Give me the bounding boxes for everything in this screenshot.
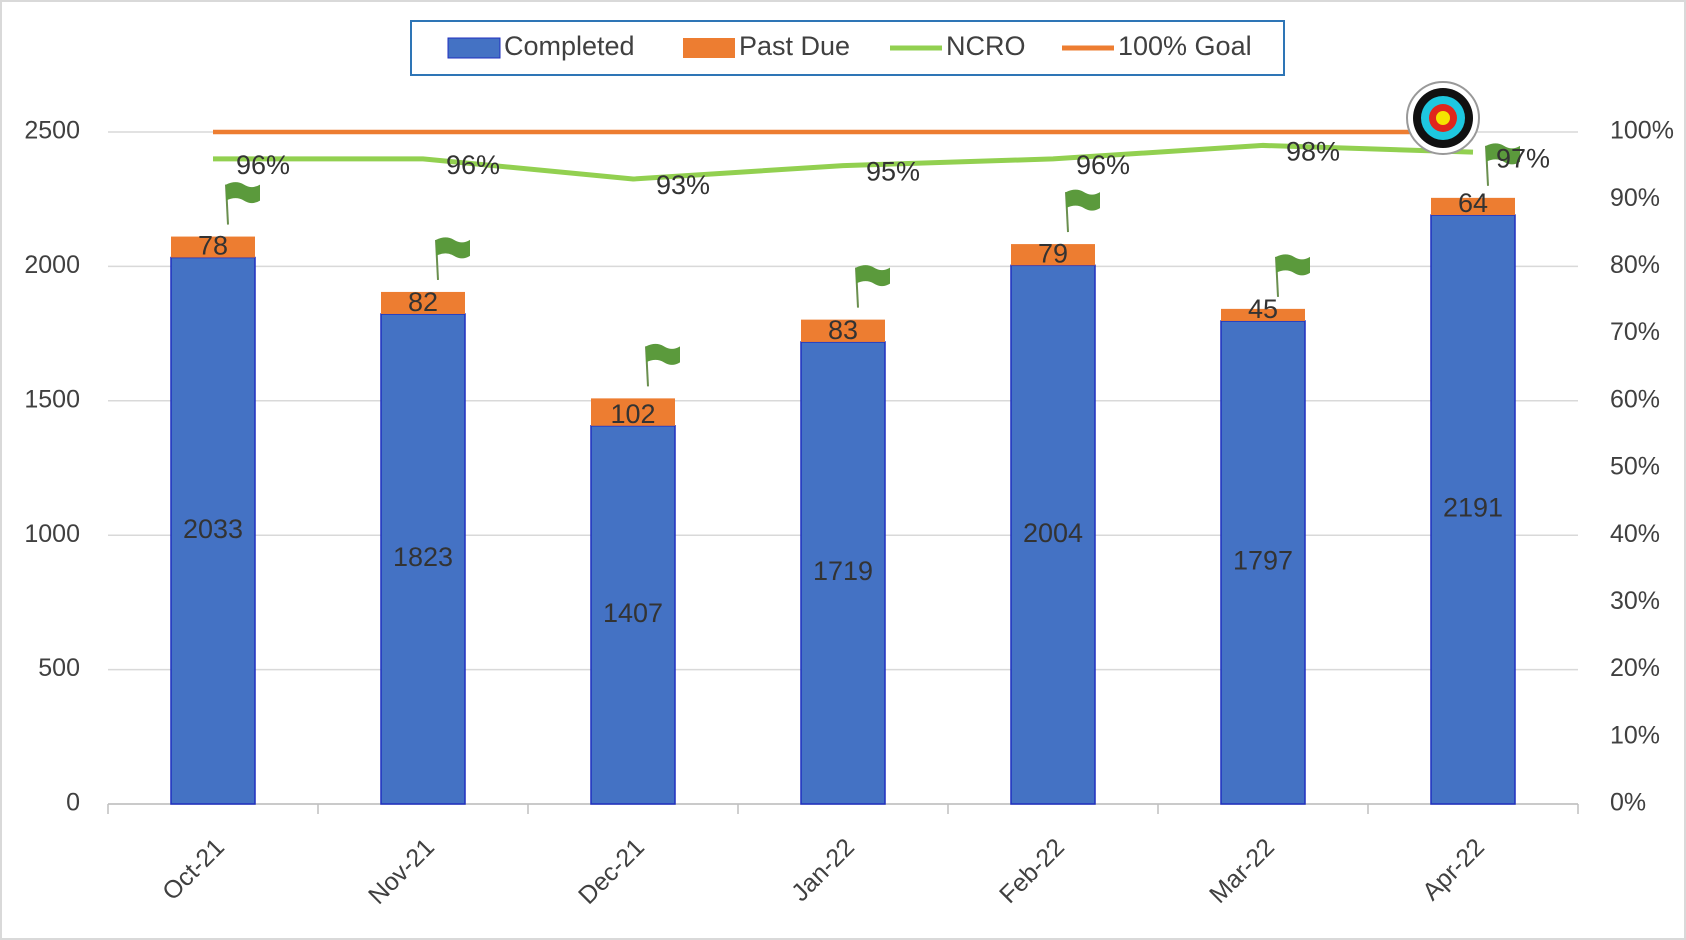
y2-tick-label: 50% [1610,453,1660,481]
data-label: 97% [1496,143,1550,173]
y-tick-label: 2000 [24,251,80,279]
flag-icon [645,343,680,387]
flag-icon [1485,143,1520,186]
data-label: 45 [1248,294,1278,324]
flag-icon [1065,189,1100,233]
y-tick-label: 0 [66,789,80,817]
data-label: 2033 [183,514,243,544]
legend-label: Past Due [739,31,850,61]
flag-icon [1275,254,1310,297]
bar-completed [800,341,886,805]
legend-box [410,20,1285,76]
flag-cloth [856,265,890,287]
data-label: 1719 [813,556,873,586]
data-label: 1407 [603,598,663,628]
flag-cloth [1066,189,1100,211]
y2-tick-label: 90% [1610,184,1660,212]
bar-past-due [591,398,675,426]
flag-cloth [1486,143,1520,165]
data-label: 83 [828,315,858,345]
bar-past-due [381,291,465,314]
flag-icon [855,265,890,308]
data-label: 82 [408,287,438,317]
bar-past-due [801,319,885,342]
legend-label: 100% Goal [1118,31,1252,61]
y-tick-label: 1500 [24,385,80,413]
bar-completed [1010,264,1096,805]
y2-tick-label: 40% [1610,520,1660,548]
data-label: 79 [1038,238,1068,268]
legend-label: NCRO [946,31,1026,61]
data-label: 95% [866,157,920,187]
data-label: 78 [198,231,228,261]
data-label: 102 [610,399,655,429]
y2-tick-label: 10% [1610,721,1660,749]
data-label: 2004 [1023,518,1083,548]
bar-past-due [1221,308,1305,321]
data-label: 98% [1286,137,1340,167]
y2-tick-label: 30% [1610,587,1660,615]
data-label: 1823 [393,542,453,572]
y2-tick-label: 0% [1610,789,1646,817]
bar-completed [380,313,466,805]
data-label: 1797 [1233,546,1293,576]
flag-cloth [436,237,470,259]
data-label: 64 [1458,188,1488,218]
y-tick-label: 500 [38,654,80,682]
y2-tick-label: 60% [1610,385,1660,413]
bar-past-due [1011,244,1095,266]
legend-swatch [683,38,735,58]
data-label: 93% [656,170,710,200]
flag-icon [435,237,470,280]
data-label: 96% [1076,150,1130,180]
legend-label: Completed [504,31,635,61]
flag-cloth [646,343,680,365]
legend-swatch [447,37,501,59]
ncro-line [213,142,1474,182]
y-tick-label: 2500 [24,117,80,145]
bar-past-due [1431,197,1515,216]
data-label: 2191 [1443,493,1503,523]
bar-past-due [171,236,255,258]
flag-cloth [1276,254,1310,276]
bar-completed [1220,320,1306,805]
flag-icon [225,182,260,225]
target-icon [1436,111,1450,125]
y2-tick-label: 100% [1610,117,1674,145]
data-label: 96% [446,150,500,180]
y2-tick-label: 80% [1610,251,1660,279]
y2-tick-label: 20% [1610,654,1660,682]
y2-tick-label: 70% [1610,318,1660,346]
flag-cloth [226,182,260,204]
y-tick-label: 1000 [24,520,80,548]
bar-completed [1430,214,1516,805]
data-label: 96% [236,150,290,180]
bar-completed [590,425,676,805]
